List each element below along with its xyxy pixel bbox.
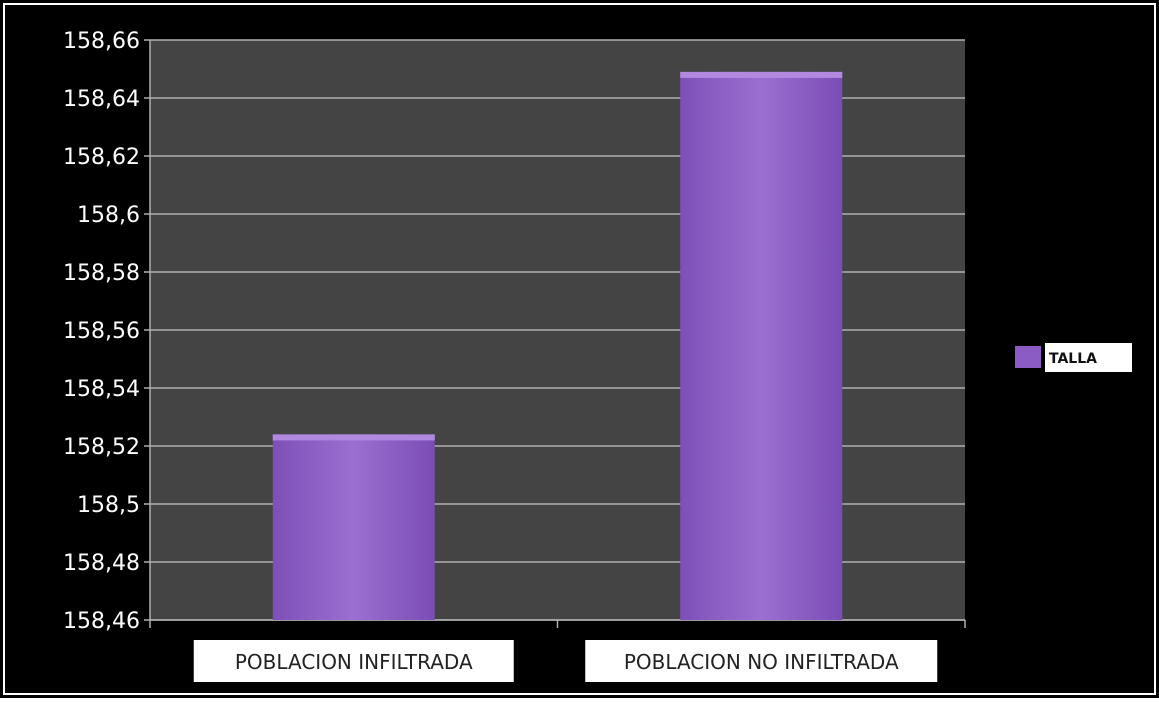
y-tick-label: 158,48 <box>63 551 140 576</box>
bar <box>680 71 843 620</box>
y-tick-label: 158,5 <box>77 493 140 518</box>
y-tick-label: 158,56 <box>63 319 140 344</box>
category-label-box <box>193 640 514 682</box>
category-labels: POBLACION INFILTRADA POBLACION NO INFILTR… <box>193 640 938 682</box>
category-label-box <box>585 640 938 682</box>
category-label: POBLACION INFILTRADA <box>235 650 473 674</box>
outer-border <box>3 3 1156 695</box>
y-tick-label: 158,6 <box>77 203 140 228</box>
bars <box>272 71 843 620</box>
y-tick-labels: 158,46 158,48 158,5 158,52 158,54 158,56 158,5… <box>63 29 140 634</box>
y-tick-label: 158,58 <box>63 261 140 286</box>
bar-top-highlight <box>272 434 435 441</box>
y-tick-label: 158,62 <box>63 145 140 170</box>
y-tick-label: 158,46 <box>63 609 140 634</box>
legend-label-box <box>1045 343 1132 372</box>
y-tick-label: 158,52 <box>63 435 140 460</box>
y-tick-label: 158,66 <box>63 29 140 54</box>
legend-swatch <box>1015 346 1041 368</box>
bar <box>272 434 435 620</box>
category-label: POBLACION NO INFILTRADA <box>624 650 899 674</box>
legend-label: TALLA <box>1049 351 1097 367</box>
y-tick-label: 158,64 <box>63 87 140 112</box>
bar-top-highlight <box>680 71 843 78</box>
y-tick-label: 158,54 <box>63 377 140 402</box>
legend: TALLA <box>1015 343 1132 372</box>
